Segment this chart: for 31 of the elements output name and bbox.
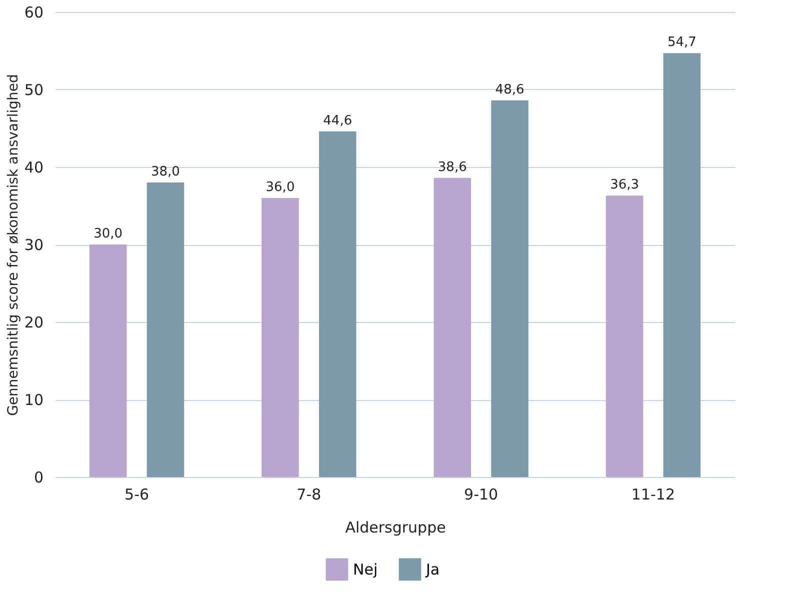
y-tick-label: 60	[24, 4, 44, 22]
y-tick-label: 20	[24, 314, 44, 332]
x-axis-title: Aldersgruppe	[345, 518, 446, 536]
y-tick-label: 10	[24, 391, 44, 409]
x-tick-label: 5-6	[124, 486, 150, 504]
bar	[491, 100, 528, 477]
data-label: 30,0	[94, 226, 123, 242]
y-tick-label: 40	[24, 158, 44, 176]
x-tick-label: 7-8	[296, 486, 322, 504]
y-tick-label: 0	[34, 468, 44, 486]
data-label: 36,3	[610, 178, 640, 193]
bar	[262, 198, 299, 477]
y-tick-label: 50	[24, 81, 44, 99]
data-label: 38,6	[438, 160, 467, 175]
data-label: 54,7	[667, 35, 696, 50]
bar	[434, 178, 472, 477]
legend-label: Ja	[425, 560, 440, 578]
bar	[89, 244, 127, 477]
x-tick-label: 9-10	[464, 486, 498, 504]
legend-label: Nej	[353, 560, 378, 578]
y-axis-title: Gennemsnitlig score for økonomisk ansvarlighed	[5, 74, 22, 416]
bar	[146, 182, 184, 477]
data-label: 44,6	[323, 113, 352, 128]
data-label: 48,6	[495, 82, 524, 98]
y-tick-label: 30	[24, 236, 44, 254]
bar	[663, 53, 701, 477]
bar	[606, 196, 644, 477]
x-tick-label: 11-12	[631, 486, 676, 504]
bar	[318, 131, 356, 477]
data-label: 38,0	[150, 164, 180, 180]
data-label: 36,0	[266, 180, 295, 195]
